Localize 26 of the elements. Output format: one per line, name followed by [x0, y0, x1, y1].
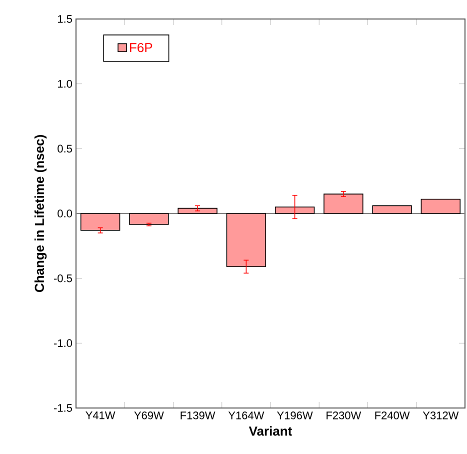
x-tick-label: Y69W — [134, 412, 164, 420]
y-tick-label: 1.5 — [58, 15, 72, 23]
x-tick-label: F240W — [375, 412, 410, 420]
x-axis-title: Variant — [248, 426, 292, 436]
bar — [129, 213, 169, 225]
y-tick-label: -1.5 — [54, 404, 72, 412]
bar — [372, 205, 412, 214]
y-tick-label: 0.5 — [58, 144, 72, 153]
legend-label: F6P — [130, 42, 152, 52]
bar — [178, 208, 218, 214]
bar — [80, 213, 120, 231]
y-tick-label: 0.0 — [58, 210, 72, 218]
y-tick-label: -1.0 — [54, 339, 72, 348]
bar — [274, 206, 315, 214]
bar — [420, 198, 461, 214]
bar — [324, 194, 364, 214]
x-tick-label: Y196W — [277, 412, 313, 420]
y-axis-title: Change in Lifetime (nsec) — [34, 135, 47, 292]
x-tick-label: Y164W — [228, 412, 264, 420]
y-tick-label: 1.0 — [58, 80, 72, 88]
x-tick-label: F139W — [180, 412, 216, 420]
x-tick-label: Y312W — [422, 412, 459, 420]
x-tick-label: F230W — [326, 412, 362, 420]
y-tick-label: -0.5 — [54, 274, 72, 282]
bar — [226, 213, 266, 268]
x-tick-label: Y41W — [86, 412, 116, 420]
